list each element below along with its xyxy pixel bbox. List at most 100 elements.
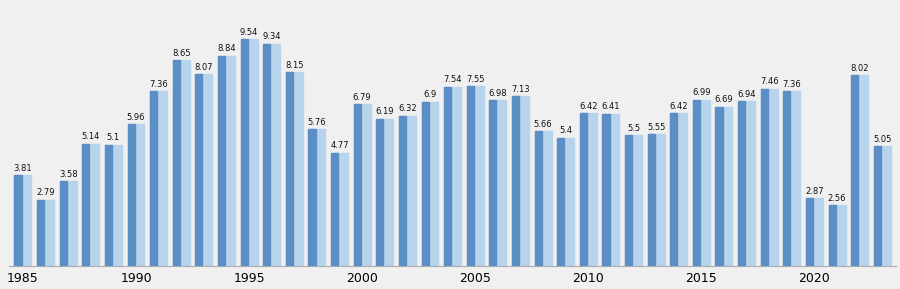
Bar: [625, 135, 632, 266]
Text: 3.81: 3.81: [14, 164, 32, 173]
Text: 5.66: 5.66: [534, 120, 553, 129]
Bar: [693, 100, 700, 266]
Bar: [535, 131, 552, 266]
Text: 6.99: 6.99: [692, 88, 711, 97]
Bar: [218, 56, 235, 266]
Bar: [444, 87, 451, 266]
Text: 9.34: 9.34: [263, 32, 281, 41]
Text: 2.87: 2.87: [806, 186, 824, 195]
Text: 2.79: 2.79: [36, 188, 55, 197]
Bar: [806, 198, 823, 266]
Text: 9.54: 9.54: [240, 27, 258, 37]
Text: 6.32: 6.32: [398, 104, 417, 113]
Bar: [783, 91, 790, 266]
Bar: [14, 175, 22, 266]
Bar: [490, 100, 507, 266]
Bar: [195, 74, 203, 266]
Bar: [760, 88, 768, 266]
Text: 6.9: 6.9: [423, 90, 436, 99]
Bar: [693, 100, 710, 266]
Bar: [625, 135, 642, 266]
Text: 8.07: 8.07: [194, 63, 213, 72]
Text: 7.54: 7.54: [444, 75, 462, 84]
Bar: [240, 39, 248, 266]
Bar: [286, 72, 302, 266]
Bar: [467, 86, 474, 266]
Bar: [806, 198, 813, 266]
Bar: [421, 102, 438, 266]
Bar: [37, 200, 54, 266]
Text: 7.46: 7.46: [760, 77, 778, 86]
Bar: [376, 119, 393, 266]
Text: 6.69: 6.69: [715, 95, 733, 105]
Text: 7.36: 7.36: [782, 79, 801, 88]
Text: 8.02: 8.02: [850, 64, 868, 73]
Text: 2.56: 2.56: [828, 194, 846, 203]
Bar: [829, 205, 836, 266]
Bar: [173, 60, 180, 266]
Bar: [648, 134, 664, 266]
Bar: [150, 91, 158, 266]
Text: 6.79: 6.79: [353, 93, 372, 102]
Bar: [354, 105, 371, 266]
Text: 8.84: 8.84: [217, 44, 236, 53]
Bar: [874, 146, 891, 266]
Bar: [59, 181, 67, 266]
Bar: [173, 60, 190, 266]
Text: 5.55: 5.55: [647, 123, 665, 132]
Bar: [535, 131, 542, 266]
Bar: [851, 75, 859, 266]
Bar: [557, 138, 574, 266]
Text: 6.41: 6.41: [601, 102, 620, 111]
Bar: [240, 39, 257, 266]
Bar: [670, 113, 688, 266]
Text: 5.4: 5.4: [559, 126, 572, 135]
Bar: [829, 205, 845, 266]
Bar: [399, 116, 416, 266]
Bar: [309, 129, 326, 266]
Bar: [851, 75, 868, 266]
Text: 8.65: 8.65: [172, 49, 191, 58]
Bar: [331, 153, 348, 266]
Text: 6.42: 6.42: [670, 102, 688, 111]
Bar: [421, 102, 428, 266]
Bar: [128, 124, 145, 266]
Bar: [354, 105, 361, 266]
Bar: [716, 107, 733, 266]
Text: 6.98: 6.98: [489, 88, 507, 98]
Bar: [218, 56, 225, 266]
Text: 6.94: 6.94: [737, 90, 756, 99]
Bar: [670, 113, 678, 266]
Bar: [195, 74, 212, 266]
Bar: [309, 129, 316, 266]
Bar: [716, 107, 723, 266]
Text: 5.1: 5.1: [107, 133, 120, 142]
Text: 3.58: 3.58: [58, 170, 77, 179]
Bar: [738, 101, 745, 266]
Bar: [286, 72, 292, 266]
Bar: [580, 113, 587, 266]
Bar: [512, 97, 529, 266]
Bar: [874, 146, 881, 266]
Bar: [444, 87, 461, 266]
Text: 5.5: 5.5: [627, 124, 640, 133]
Bar: [512, 97, 519, 266]
Bar: [580, 113, 597, 266]
Bar: [105, 145, 122, 266]
Bar: [263, 44, 280, 266]
Bar: [105, 145, 112, 266]
Bar: [150, 91, 167, 266]
Bar: [331, 153, 338, 266]
Bar: [59, 181, 76, 266]
Text: 5.96: 5.96: [127, 113, 145, 122]
Bar: [602, 114, 609, 266]
Bar: [14, 175, 32, 266]
Bar: [760, 88, 778, 266]
Text: 7.36: 7.36: [149, 79, 168, 88]
Text: 7.55: 7.55: [466, 75, 484, 84]
Bar: [783, 91, 800, 266]
Bar: [82, 144, 99, 266]
Text: 6.19: 6.19: [375, 108, 394, 116]
Text: 7.13: 7.13: [511, 85, 530, 94]
Bar: [399, 116, 406, 266]
